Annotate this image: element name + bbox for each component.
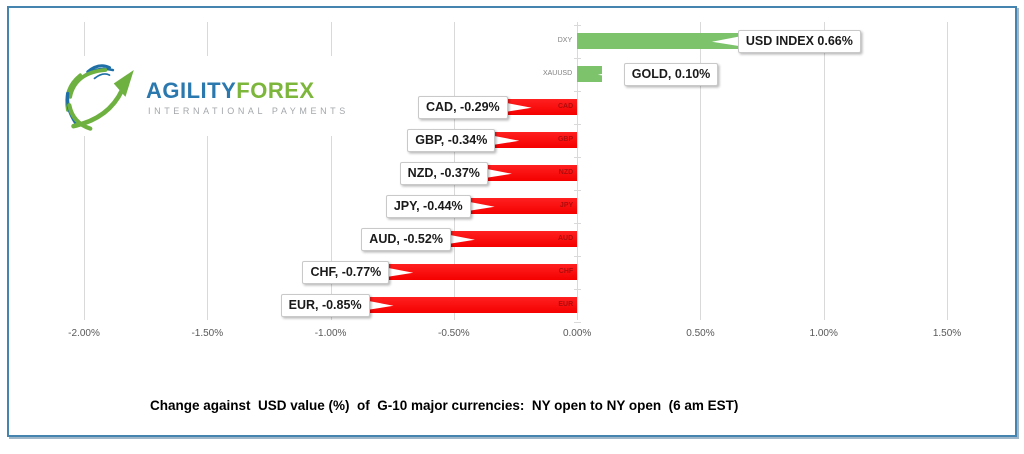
data-label-callout: CHF, -0.77% <box>302 261 390 284</box>
category-axis-tick <box>574 256 582 257</box>
category-axis-tick <box>574 25 582 26</box>
bar-xauusd <box>577 66 602 82</box>
callout-pointer <box>481 168 512 179</box>
logo-tagline: INTERNATIONAL PAYMENTS <box>148 106 349 116</box>
chart-title: Change against USD value (%) of G-10 maj… <box>150 398 739 413</box>
gridline <box>700 22 702 320</box>
category-axis-tick <box>574 190 582 191</box>
category-axis-tick <box>574 322 582 323</box>
data-label-callout: GBP, -0.34% <box>407 129 496 152</box>
logo-wordmark: AGILITYFOREX <box>146 78 315 104</box>
data-label-callout: JPY, -0.44% <box>385 195 471 218</box>
data-label-callout: GOLD, 0.10% <box>623 63 719 86</box>
gridline <box>577 22 579 320</box>
category-axis-tick <box>574 289 582 290</box>
x-tick-label: -1.50% <box>191 328 224 339</box>
x-tick-label: 1.00% <box>809 328 838 339</box>
category-label: DXY <box>557 37 573 44</box>
bar-jpy <box>468 198 578 214</box>
callout-pointer <box>489 135 520 146</box>
x-tick-label: 0.00% <box>562 328 592 339</box>
x-tick-label: 1.50% <box>932 328 962 339</box>
callout-pointer <box>464 201 495 212</box>
gridline <box>947 22 948 320</box>
logo-word-agility: AGILITY <box>146 78 237 103</box>
bar-gbp <box>493 132 578 148</box>
callout-pointer <box>383 267 414 278</box>
globe-swoosh-icon <box>65 64 134 131</box>
x-tick-label: -2.00% <box>68 328 100 339</box>
data-label-callout: AUD, -0.52% <box>361 228 451 251</box>
callout-pointer <box>501 102 532 113</box>
callout-pointer <box>363 300 394 311</box>
callout-pointer <box>597 69 628 80</box>
callout-pointer <box>711 36 742 47</box>
category-axis-tick <box>574 124 582 125</box>
data-label-callout: CAD, -0.29% <box>418 96 508 119</box>
category-axis-tick <box>574 58 582 59</box>
data-label-callout: EUR, -0.85% <box>280 294 370 317</box>
gridline <box>330 22 332 320</box>
category-axis-tick <box>574 157 582 158</box>
category-label: XAUUSD <box>542 70 573 77</box>
bar-dxy <box>577 33 740 49</box>
logo-word-forex: FOREX <box>236 78 315 103</box>
agilityforex-logo: AGILITYFOREX INTERNATIONAL PAYMENTS <box>56 56 345 136</box>
data-label-callout: USD INDEX 0.66% <box>737 30 861 53</box>
gridline <box>84 22 85 320</box>
x-tick-label: -0.50% <box>438 328 470 339</box>
category-axis-tick <box>574 223 582 224</box>
x-tick-label: 0.50% <box>686 328 715 339</box>
gridline <box>207 22 209 320</box>
bar-chf <box>387 264 578 280</box>
gridline <box>823 22 825 320</box>
bar-cad <box>505 99 578 115</box>
bar-aud <box>448 231 578 247</box>
x-tick-label: -1.00% <box>314 328 347 339</box>
bar-nzd <box>485 165 578 181</box>
bar-eur <box>367 297 578 313</box>
category-axis-tick <box>574 91 582 92</box>
callout-pointer <box>444 234 475 245</box>
data-label-callout: NZD, -0.37% <box>399 162 488 185</box>
